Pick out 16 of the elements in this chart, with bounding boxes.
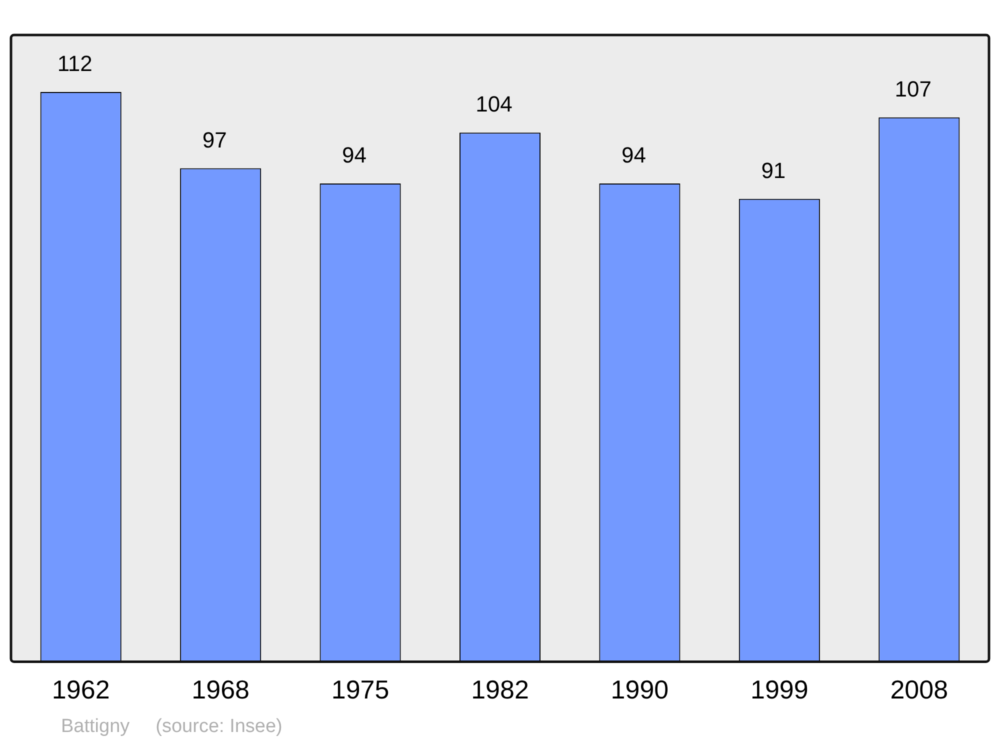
x-tick-label: 1990 [610, 674, 669, 705]
x-tick-label: 1982 [471, 674, 529, 705]
data-label: 104 [476, 92, 512, 117]
text: (source: Insee) [156, 716, 282, 738]
x-tick-label: 1968 [192, 674, 250, 705]
data-label: 112 [57, 51, 92, 76]
x-tick-label: 1975 [331, 674, 390, 705]
data-label: 94 [342, 142, 367, 168]
data-label: 94 [621, 142, 646, 168]
data-label: 91 [761, 158, 786, 183]
data-label: 97 [202, 127, 227, 152]
data-label: 107 [894, 76, 932, 102]
text: Battigny [61, 716, 130, 738]
x-tick-label: 1999 [750, 674, 808, 705]
x-tick-label: 1962 [52, 674, 110, 705]
x-tick-label: 2008 [890, 674, 948, 705]
